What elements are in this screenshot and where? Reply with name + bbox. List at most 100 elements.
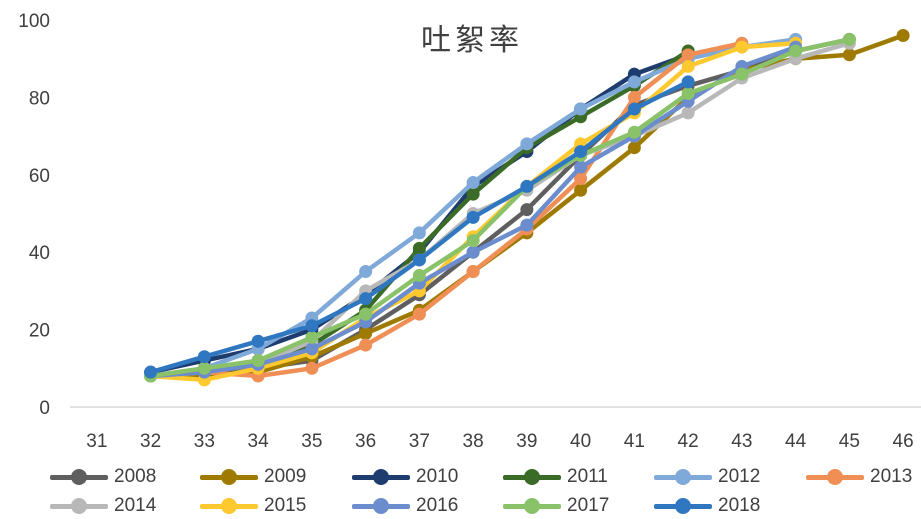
data-point-2016 [574, 160, 588, 174]
x-tick-label: 42 [678, 431, 699, 452]
legend-label: 2011 [567, 466, 608, 487]
data-point-2017 [842, 32, 856, 46]
data-point-2015 [735, 40, 749, 54]
x-tick-label: 36 [355, 431, 376, 452]
data-point-2018 [197, 350, 211, 364]
data-point-2018 [412, 253, 426, 267]
legend-item-2011: 2011 [503, 464, 608, 490]
data-point-2012 [627, 75, 641, 89]
x-tick-label: 38 [463, 431, 484, 452]
data-point-2011 [412, 241, 426, 255]
data-point-2013 [681, 48, 695, 62]
legend-swatch [806, 467, 864, 487]
data-point-2017 [197, 361, 211, 375]
data-point-2013 [305, 361, 319, 375]
x-tick-label: 40 [570, 431, 591, 452]
data-point-2013 [466, 265, 480, 279]
data-point-2015 [681, 59, 695, 73]
data-point-2018 [627, 102, 641, 116]
legend-label: 2008 [114, 466, 157, 487]
x-tick-label: 37 [409, 431, 430, 452]
legend-swatch [352, 496, 410, 516]
data-point-2017 [305, 330, 319, 344]
legend-label: 2014 [114, 495, 157, 516]
data-point-2017 [681, 87, 695, 101]
chart-title: 吐絮率 [421, 23, 523, 58]
data-point-2017 [789, 44, 803, 58]
x-axis-ticks: 31 32 33 34 35 36 37 38 39 40 41 42 43 44 45 46 [86, 431, 913, 452]
data-point-2017 [359, 307, 373, 321]
y-axis-ticks: 0 20 40 60 80 100 [18, 11, 50, 419]
data-point-2012 [412, 226, 426, 240]
x-tick-label: 34 [248, 431, 270, 452]
data-point-2013 [412, 307, 426, 321]
legend-label: 2015 [264, 495, 307, 516]
y-tick-label: 20 [29, 321, 50, 342]
legend-swatch [654, 496, 712, 516]
series-line-2013 [148, 40, 745, 379]
data-point-2009 [627, 141, 641, 155]
data-point-2012 [359, 265, 373, 279]
x-tick-label: 44 [785, 431, 807, 452]
data-point-2012 [466, 176, 480, 190]
line-chart: 吐絮率 0 20 40 60 80 100 31 32 33 34 35 36 37 38 39 40 41 4… [18, 11, 921, 452]
legend-swatch [200, 496, 258, 516]
data-point-2013 [627, 90, 641, 104]
x-tick-label: 41 [624, 431, 645, 452]
data-point-2018 [466, 210, 480, 224]
legend-swatch [50, 496, 108, 516]
chart-legend: 2008 2009 2010 2011 2012 2013 2014 2015 2016 2017… [0, 462, 921, 519]
data-point-2018 [574, 145, 588, 159]
data-point-2013 [574, 172, 588, 186]
x-tick-label: 43 [731, 431, 752, 452]
data-point-2009 [896, 28, 910, 42]
legend-item-2018: 2018 [654, 493, 760, 519]
legend-swatch [200, 467, 258, 487]
data-point-2014 [681, 106, 695, 120]
series-line-2008 [148, 37, 852, 379]
legend-label: 2016 [416, 495, 459, 516]
data-point-2018 [520, 179, 534, 193]
data-point-2017 [466, 234, 480, 248]
series-line-2017 [148, 37, 852, 379]
data-point-2016 [520, 218, 534, 232]
data-point-2009 [359, 326, 373, 340]
data-point-2013 [359, 338, 373, 352]
y-tick-label: 40 [29, 243, 50, 264]
legend-swatch [503, 496, 561, 516]
series-2018 [144, 75, 695, 379]
data-point-2012 [574, 102, 588, 116]
series-2017 [144, 32, 856, 383]
series-layer [144, 28, 910, 387]
data-point-2017 [735, 67, 749, 81]
data-point-2018 [251, 334, 265, 348]
legend-item-2010: 2010 [352, 464, 458, 490]
x-tick-label: 39 [516, 431, 537, 452]
data-point-2018 [144, 365, 158, 379]
legend-swatch [503, 467, 561, 487]
x-tick-label: 33 [194, 431, 215, 452]
x-tick-label: 45 [839, 431, 860, 452]
legend-label: 2010 [416, 466, 459, 487]
x-tick-label: 46 [893, 431, 914, 452]
data-point-2016 [305, 342, 319, 356]
legend-swatch [352, 467, 410, 487]
data-point-2009 [842, 48, 856, 62]
legend-item-2017: 2017 [503, 493, 609, 519]
legend-item-2015: 2015 [200, 493, 306, 519]
data-point-2008 [520, 203, 534, 217]
legend-swatch [654, 467, 712, 487]
legend-item-2013: 2013 [806, 464, 912, 490]
legend-label: 2013 [870, 466, 913, 487]
data-point-2011 [466, 187, 480, 201]
data-point-2017 [412, 268, 426, 282]
y-tick-label: 80 [29, 88, 50, 109]
series-2008 [144, 32, 856, 383]
data-point-2017 [627, 125, 641, 139]
y-tick-label: 100 [18, 11, 50, 32]
legend-item-2008: 2008 [50, 464, 156, 490]
data-point-2018 [359, 292, 373, 306]
x-tick-label: 31 [86, 431, 107, 452]
y-tick-label: 0 [39, 398, 50, 419]
series-line-2011 [148, 48, 691, 379]
